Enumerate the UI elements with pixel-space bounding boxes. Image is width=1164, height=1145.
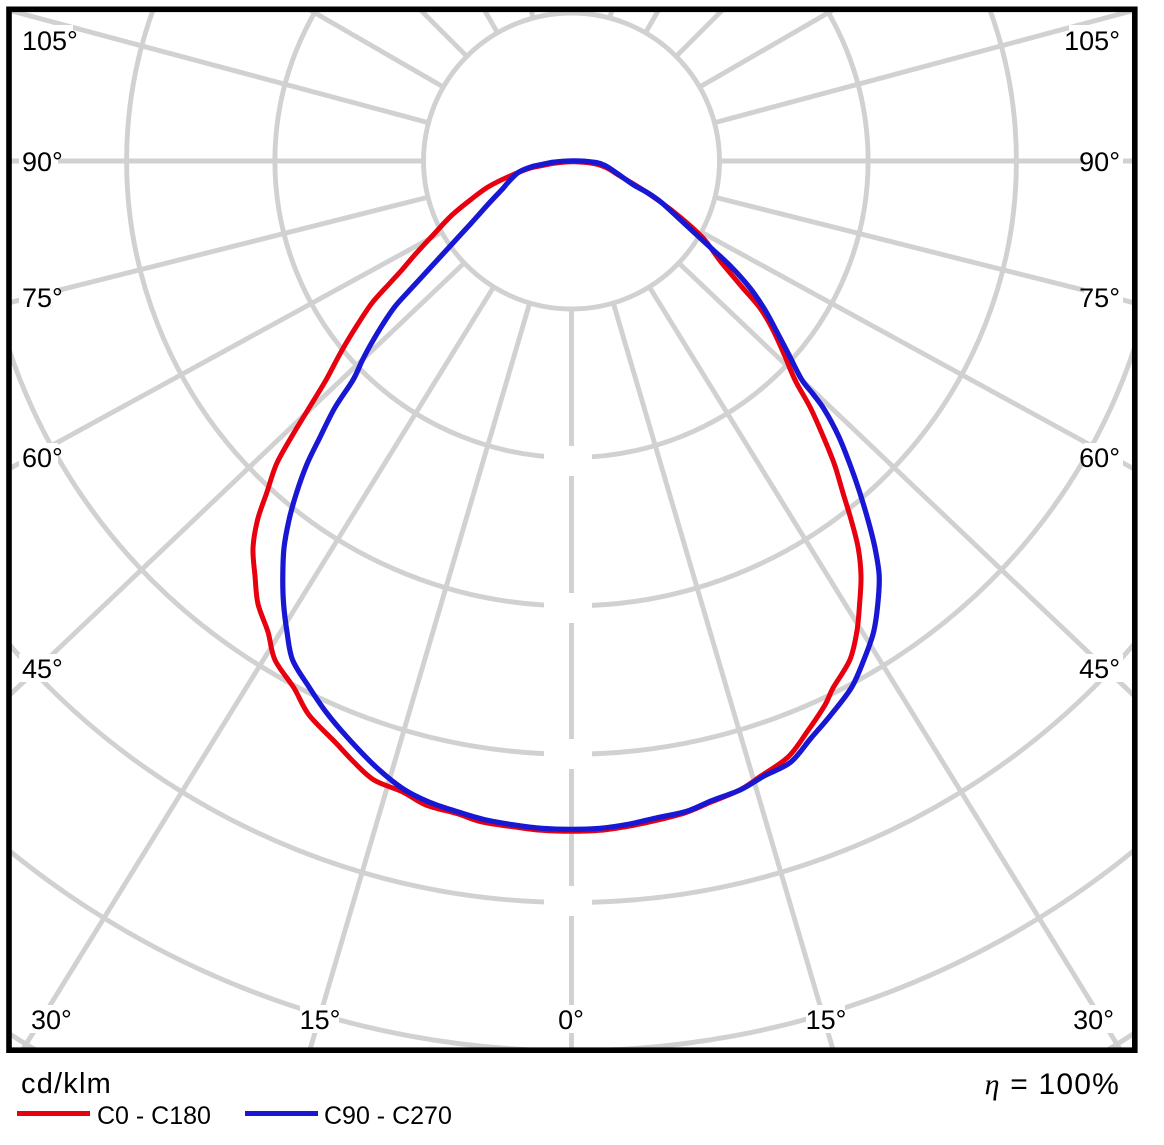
svg-text:60°: 60° xyxy=(22,443,63,473)
svg-text:C0 - C180: C0 - C180 xyxy=(97,1102,211,1130)
svg-text:15°: 15° xyxy=(300,1005,341,1035)
svg-text:60°: 60° xyxy=(1079,443,1120,473)
svg-text:η = 100%: η = 100% xyxy=(985,1068,1120,1101)
svg-text:45°: 45° xyxy=(22,654,63,684)
svg-text:0°: 0° xyxy=(558,1005,584,1035)
svg-text:cd/klm: cd/klm xyxy=(21,1068,112,1100)
svg-text:45°: 45° xyxy=(1079,654,1120,684)
svg-text:90°: 90° xyxy=(22,147,63,177)
svg-text:105°: 105° xyxy=(22,26,78,56)
svg-text:75°: 75° xyxy=(22,283,63,313)
svg-text:C90 - C270: C90 - C270 xyxy=(324,1102,452,1130)
svg-text:30°: 30° xyxy=(31,1005,72,1035)
svg-text:15°: 15° xyxy=(806,1005,847,1035)
svg-text:105°: 105° xyxy=(1064,26,1120,56)
svg-text:75°: 75° xyxy=(1079,283,1120,313)
svg-text:90°: 90° xyxy=(1079,147,1120,177)
svg-text:30°: 30° xyxy=(1073,1005,1114,1035)
